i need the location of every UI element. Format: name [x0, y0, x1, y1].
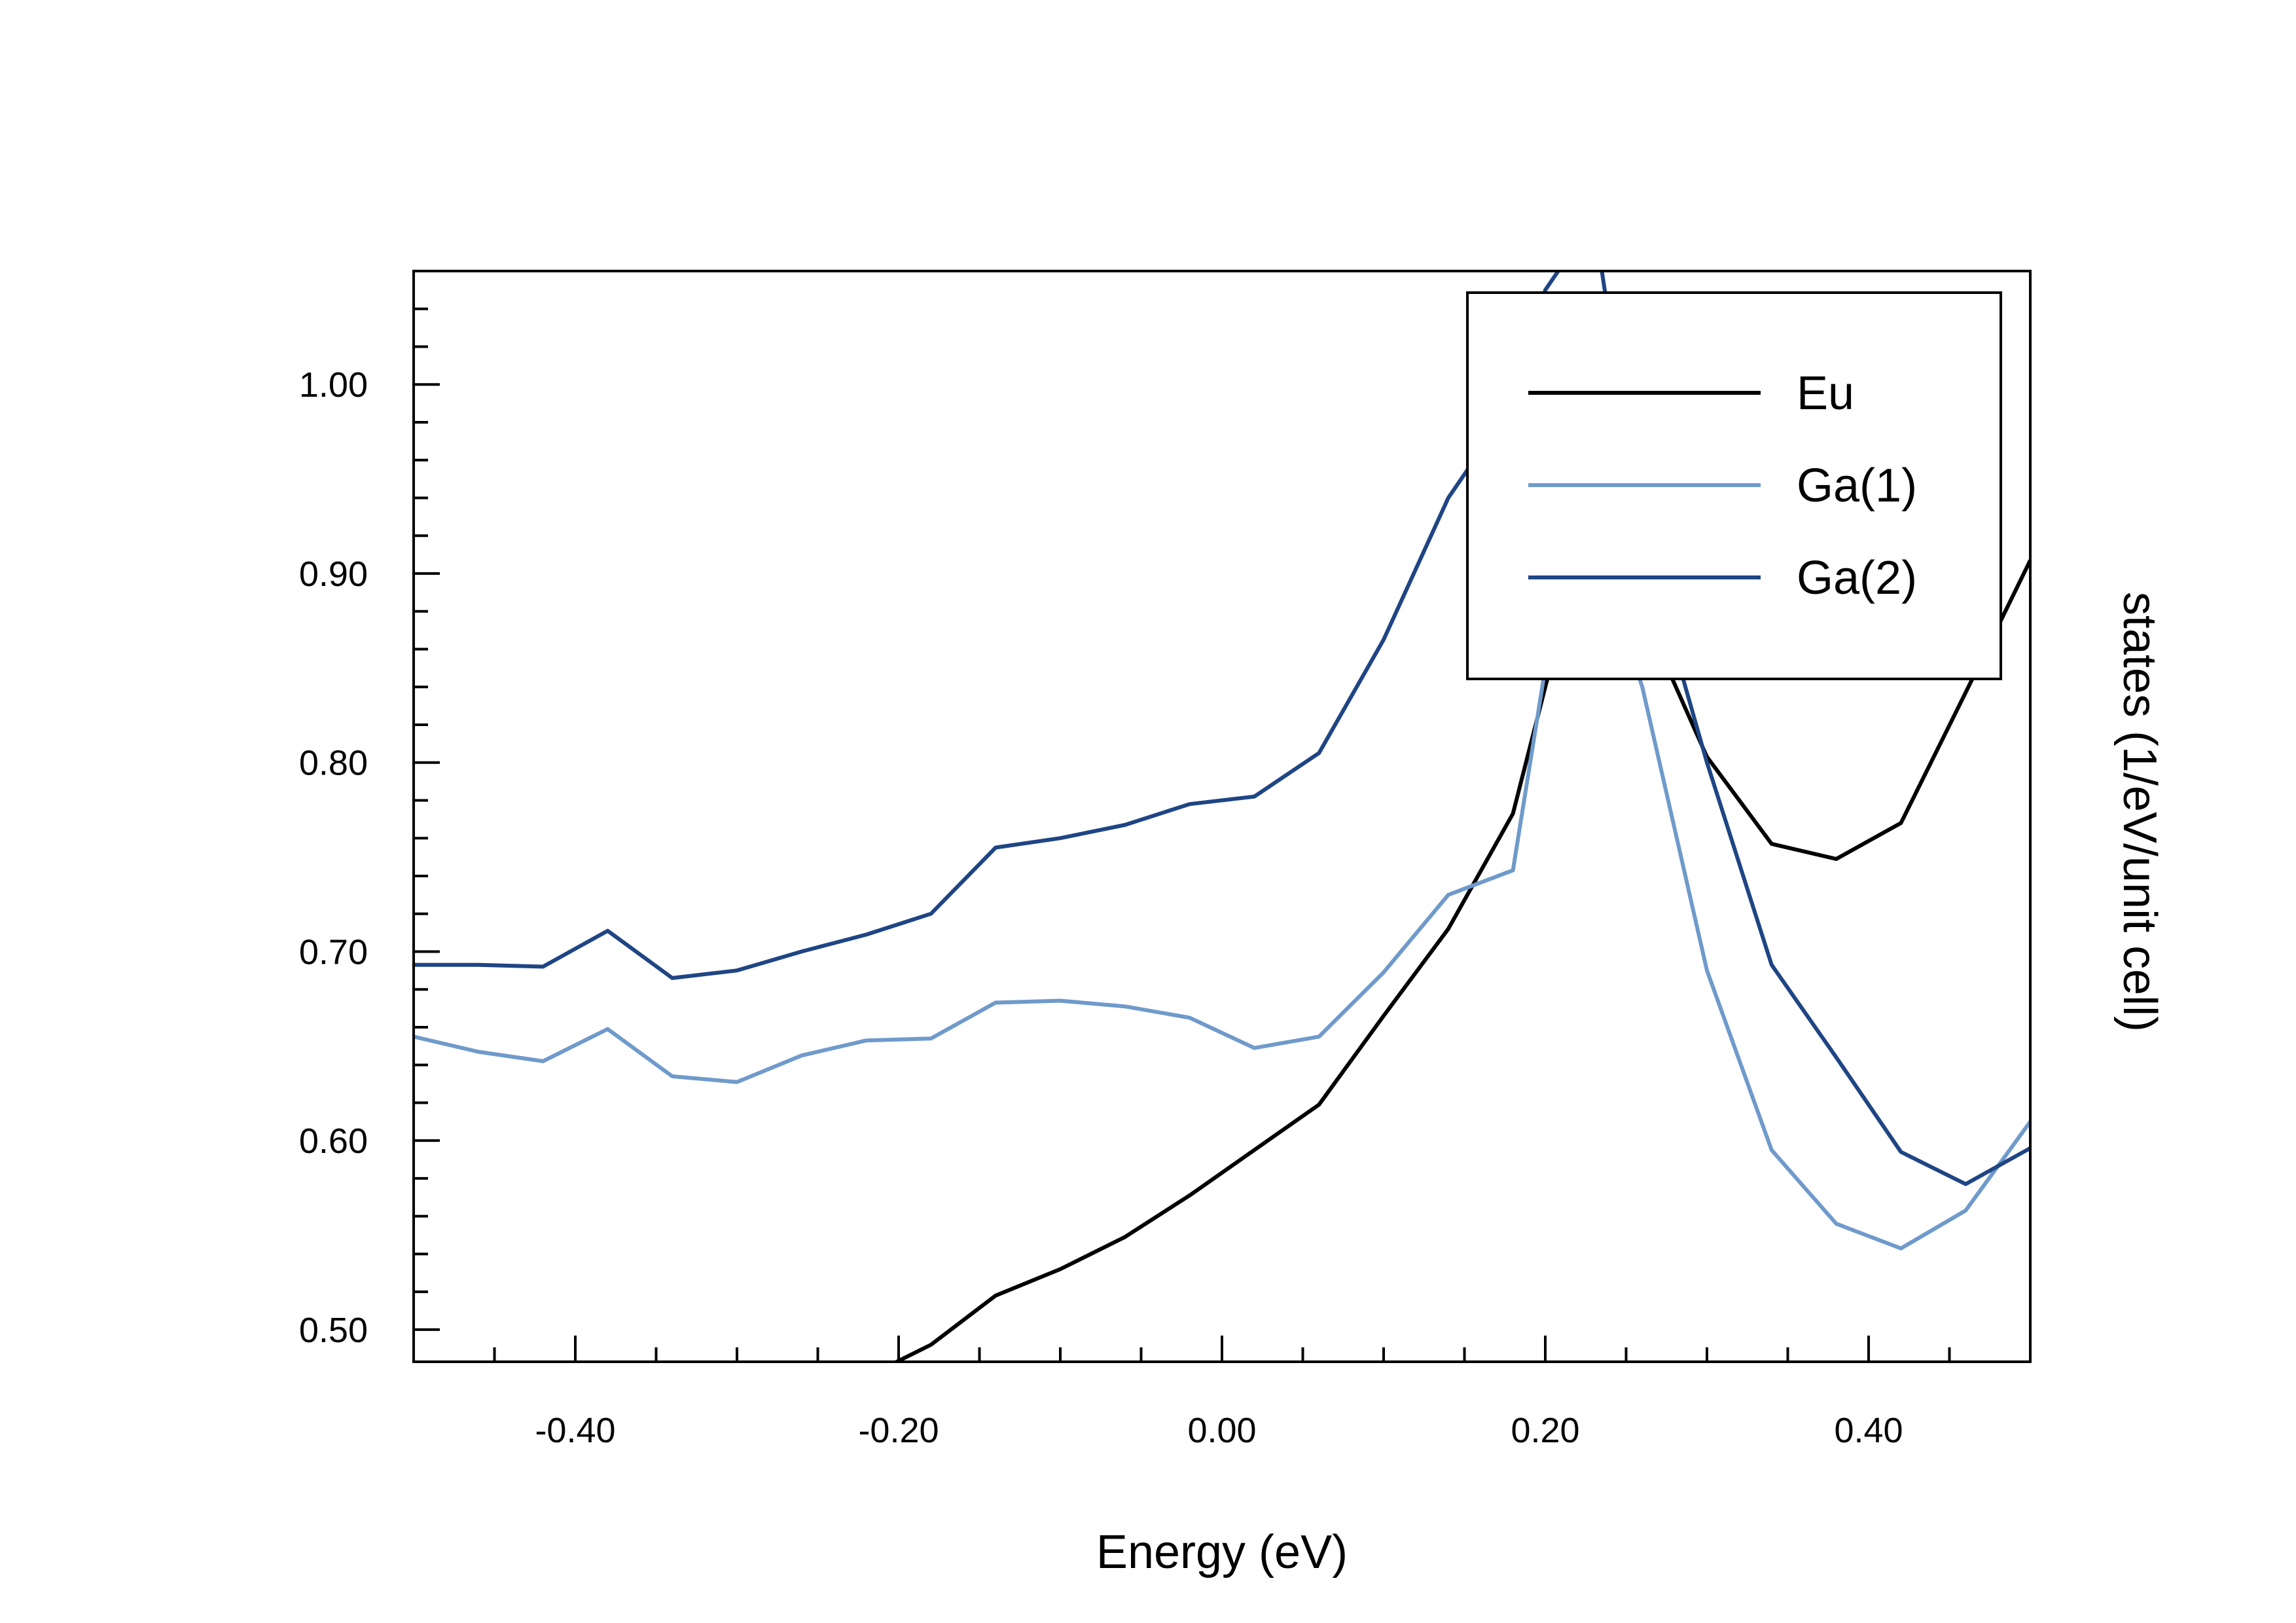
series-layer: [414, 271, 2030, 1362]
y-tick-label: 0.70: [299, 932, 368, 972]
x-tick-label: -0.20: [858, 1411, 939, 1450]
axis-ticks: [412, 270, 2032, 1362]
legend: Eu Ga(1) Ga(2): [1466, 291, 2002, 680]
legend-entries: Eu Ga(1) Ga(2): [1528, 367, 1917, 604]
y-axis-title: states (1/eV/unit cell): [2113, 592, 2166, 1032]
series-line-2: [414, 572, 2030, 1250]
y-tick-label: 1.00: [299, 365, 368, 405]
x-tick-label: 0.40: [1834, 1411, 1903, 1450]
x-tick-label: 0.00: [1187, 1411, 1256, 1450]
y-tick-label: 0.90: [299, 555, 368, 594]
series-line-1: [892, 534, 2030, 1362]
x-tick-label: -0.40: [535, 1411, 615, 1450]
y-tick-label: 0.50: [299, 1311, 368, 1350]
y-tick-label: 0.80: [299, 744, 368, 783]
x-tick-label: 0.20: [1511, 1411, 1579, 1450]
x-axis-title: Energy (eV): [1096, 1526, 1348, 1578]
axis-tick-labels: -0.40 -0.20 0.00 0.20 0.40 0.50 0.60 0.70 0.80 0.…: [299, 365, 1903, 1450]
series-line-3: [414, 271, 2030, 1186]
y-tick-label: 0.60: [299, 1122, 368, 1161]
legend-label-2: Ga(1): [1797, 460, 1917, 512]
legend-label-1: Eu: [1797, 367, 1854, 420]
legend-label-3: Ga(2): [1797, 552, 1917, 604]
